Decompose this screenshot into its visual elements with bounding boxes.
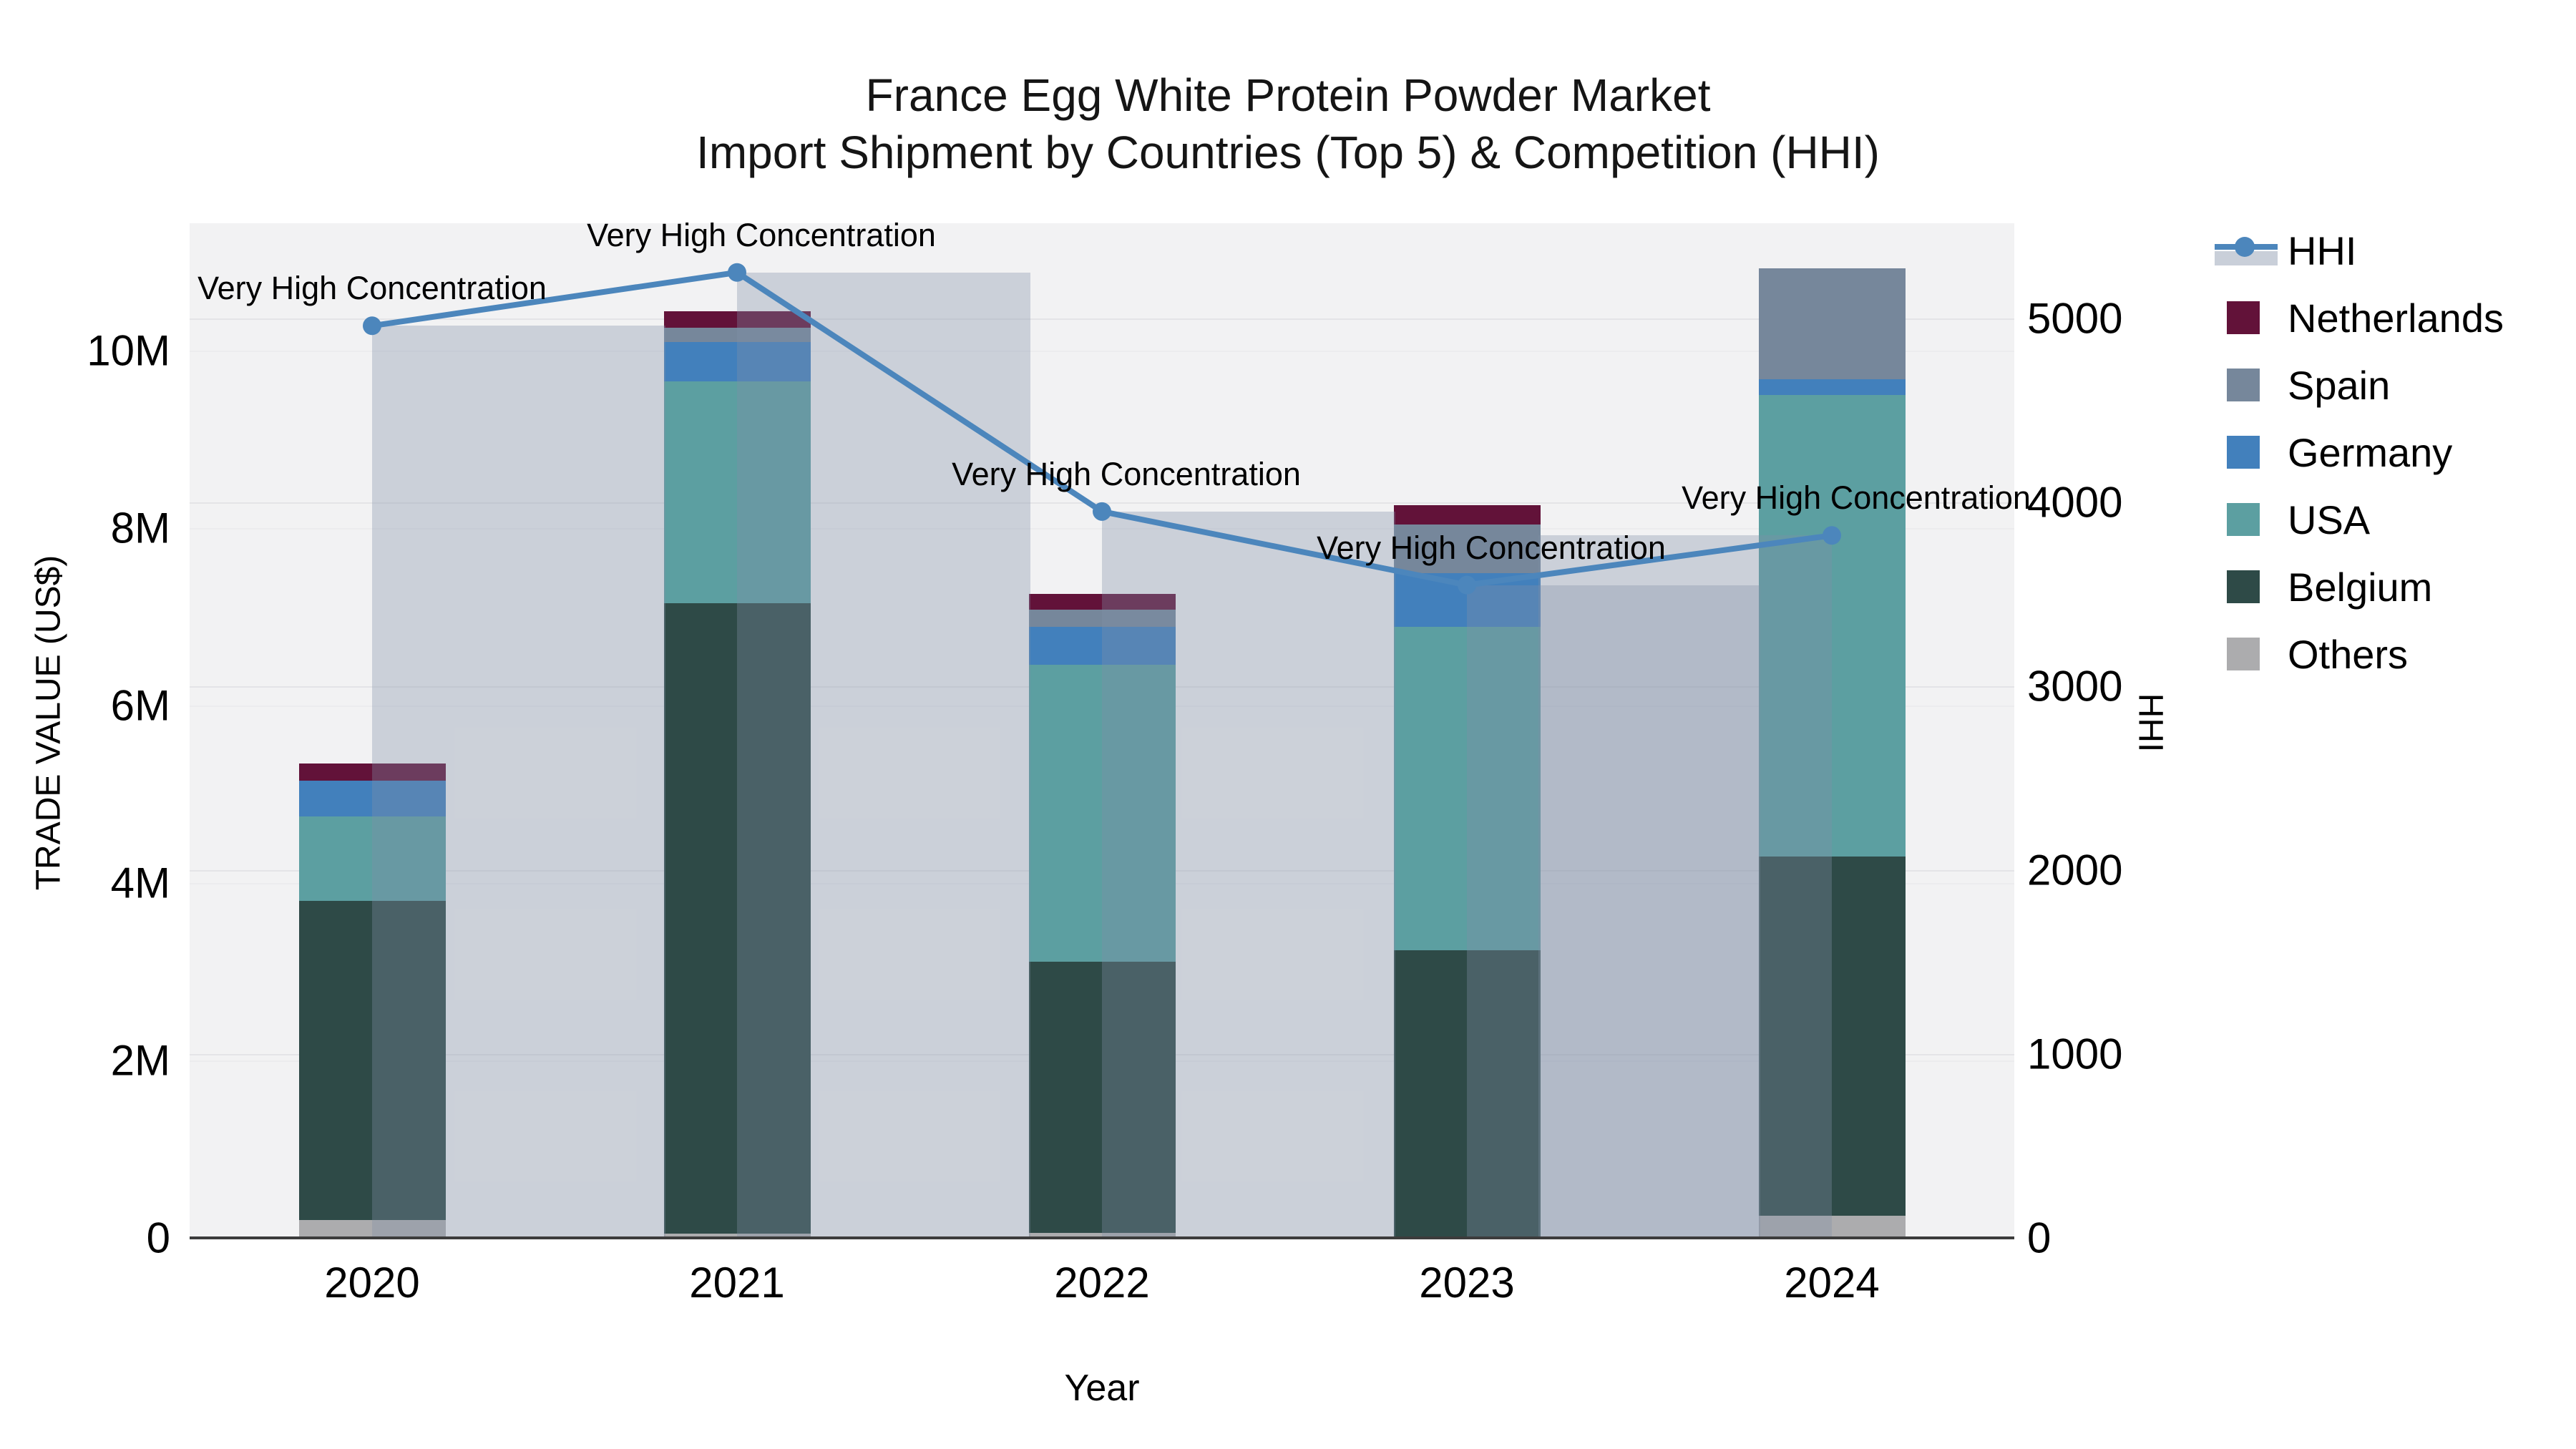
bar-segment-spain-2024 bbox=[1758, 268, 1906, 379]
bar-segment-usa-2024 bbox=[1758, 395, 1906, 857]
annotation-2020: Very High Concentration bbox=[197, 270, 547, 307]
bar-segment-usa-2023 bbox=[1393, 626, 1541, 951]
bar-segment-spain-2023 bbox=[1393, 525, 1541, 574]
bar-segment-belgium-2024 bbox=[1758, 856, 1906, 1216]
hhi-marker-2024 bbox=[1823, 526, 1841, 545]
legend-label-spain: Spain bbox=[2288, 362, 2391, 408]
y-right-tick-3000: 3000 bbox=[2027, 662, 2123, 711]
hhi-band-icon bbox=[2215, 251, 2278, 265]
legend-swatch-netherlands bbox=[2227, 301, 2260, 334]
hhi-dot-icon bbox=[2235, 237, 2255, 257]
annotation-2024: Very High Concentration bbox=[1682, 479, 2031, 517]
bar-segment-netherlands-2023 bbox=[1393, 504, 1541, 525]
x-tick-2021: 2021 bbox=[689, 1259, 785, 1307]
y-right-tick-1000: 1000 bbox=[2027, 1030, 2123, 1078]
hhi-line bbox=[363, 263, 1841, 595]
y-right-tick-5000: 5000 bbox=[2027, 294, 2123, 343]
bar-segment-spain-2022 bbox=[1028, 610, 1176, 627]
gridline-right-5000 bbox=[190, 318, 2014, 320]
hhi-bar-2023 bbox=[1467, 585, 1760, 1238]
hhi-marker-2021 bbox=[728, 263, 746, 282]
hhi-line-icon bbox=[2215, 234, 2278, 267]
x-axis-line bbox=[190, 1236, 2014, 1239]
y-left-tick-8M: 8M bbox=[110, 504, 170, 552]
hhi-marker-2023 bbox=[1458, 575, 1476, 595]
legend-label-others: Others bbox=[2288, 631, 2409, 677]
x-tick-2024: 2024 bbox=[1784, 1259, 1880, 1307]
bar-segment-others-2024 bbox=[1758, 1216, 1906, 1238]
hhi-bar-2020 bbox=[372, 326, 665, 1238]
y-axis-right-title: HHI bbox=[2131, 693, 2170, 753]
y-left-tick-6M: 6M bbox=[110, 681, 170, 730]
legend-label-germany: Germany bbox=[2288, 429, 2453, 475]
bar-segment-others-2021 bbox=[663, 1233, 811, 1238]
bar-segment-usa-2020 bbox=[298, 816, 446, 901]
legend-label-belgium: Belgium bbox=[2288, 564, 2433, 610]
annotation-2022: Very High Concentration bbox=[952, 455, 1301, 492]
hhi-marker-2022 bbox=[1093, 502, 1111, 521]
bar-segment-germany-2024 bbox=[1758, 379, 1906, 395]
bar-segment-belgium-2021 bbox=[663, 603, 811, 1234]
bar-segment-germany-2020 bbox=[298, 781, 446, 816]
y-right-tick-4000: 4000 bbox=[2027, 478, 2123, 527]
y-left-tick-2M: 2M bbox=[110, 1036, 170, 1085]
gridline-left-10M bbox=[190, 351, 2014, 352]
bar-segment-germany-2022 bbox=[1028, 626, 1176, 665]
gridline-left-8M bbox=[190, 528, 2014, 530]
legend-label-netherlands: Netherlands bbox=[2288, 295, 2504, 341]
legend-swatch-germany bbox=[2227, 436, 2260, 469]
legend-swatch-spain bbox=[2227, 369, 2260, 401]
legend-swatch-others bbox=[2227, 638, 2260, 670]
y-left-tick-10M: 10M bbox=[87, 326, 170, 375]
bar-segment-others-2022 bbox=[1028, 1232, 1176, 1238]
x-axis-title: Year bbox=[1064, 1367, 1140, 1409]
y-right-tick-0: 0 bbox=[2027, 1214, 2051, 1262]
bar-segment-netherlands-2020 bbox=[298, 763, 446, 781]
bar-segment-belgium-2023 bbox=[1393, 950, 1541, 1236]
bar-segment-others-2020 bbox=[298, 1220, 446, 1238]
hhi-bar-2022 bbox=[1102, 511, 1395, 1238]
chart-title-line2: Import Shipment by Countries (Top 5) & C… bbox=[696, 127, 1880, 178]
x-tick-2022: 2022 bbox=[1054, 1259, 1150, 1307]
hhi-marker-2020 bbox=[363, 316, 381, 336]
chart-title-line1: France Egg White Protein Powder Market bbox=[865, 69, 1711, 121]
y-left-tick-4M: 4M bbox=[110, 859, 170, 907]
plot-area bbox=[190, 223, 2014, 1238]
annotation-2023: Very High Concentration bbox=[1317, 529, 1666, 566]
x-tick-2023: 2023 bbox=[1419, 1259, 1515, 1307]
bar-segment-belgium-2022 bbox=[1028, 962, 1176, 1233]
bar-segment-netherlands-2022 bbox=[1028, 593, 1176, 610]
y-left-tick-0: 0 bbox=[146, 1214, 170, 1262]
bar-segment-belgium-2020 bbox=[298, 900, 446, 1221]
hhi-bar-2024 bbox=[1538, 535, 1832, 1238]
bar-segment-spain-2021 bbox=[663, 327, 811, 342]
legend-swatch-usa bbox=[2227, 503, 2260, 536]
annotation-2021: Very High Concentration bbox=[587, 216, 936, 253]
x-tick-2020: 2020 bbox=[324, 1259, 420, 1307]
bar-segment-usa-2022 bbox=[1028, 664, 1176, 962]
y-right-tick-2000: 2000 bbox=[2027, 846, 2123, 894]
legend-label-usa: USA bbox=[2288, 497, 2371, 542]
bar-segment-germany-2021 bbox=[663, 341, 811, 382]
legend-label-hhi: HHI bbox=[2288, 228, 2357, 273]
bar-segment-usa-2021 bbox=[663, 381, 811, 604]
legend-swatch-belgium bbox=[2227, 570, 2260, 603]
bar-segment-netherlands-2021 bbox=[663, 311, 811, 328]
